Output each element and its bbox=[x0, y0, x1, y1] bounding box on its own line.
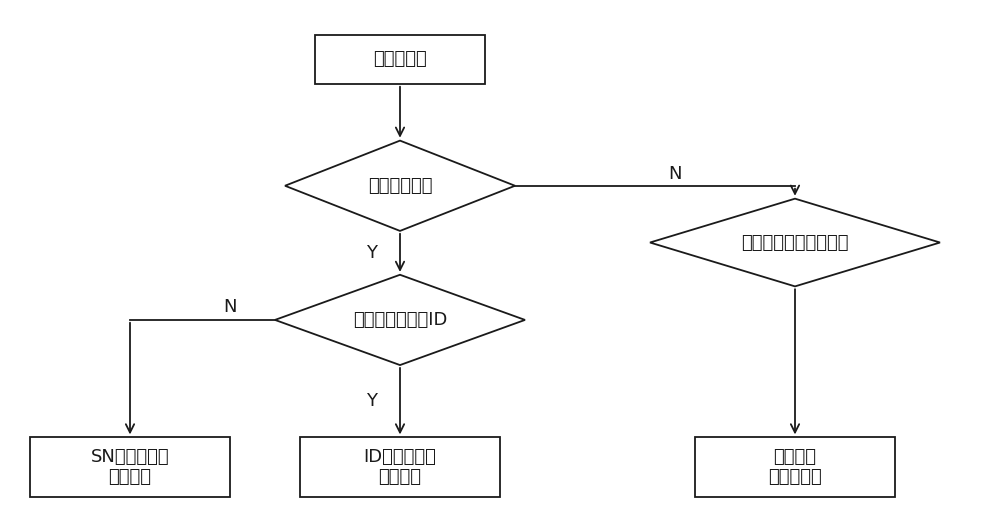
Text: ID最小的设备
成为主机: ID最小的设备 成为主机 bbox=[364, 447, 436, 487]
Polygon shape bbox=[650, 199, 940, 286]
Text: SN最小的设备
成为主机: SN最小的设备 成为主机 bbox=[91, 447, 169, 487]
Text: Y: Y bbox=[366, 244, 378, 262]
Bar bbox=[315, 35, 485, 84]
Text: 能否成为主机: 能否成为主机 bbox=[368, 177, 432, 195]
Bar bbox=[300, 438, 500, 496]
Bar bbox=[30, 438, 230, 496]
Text: Y: Y bbox=[366, 392, 378, 410]
Polygon shape bbox=[285, 140, 515, 231]
Text: N: N bbox=[668, 166, 682, 183]
Polygon shape bbox=[275, 275, 525, 365]
Text: 设置设备
能成为主机: 设置设备 能成为主机 bbox=[768, 447, 822, 487]
Text: 持续时间大于阈值时间: 持续时间大于阈值时间 bbox=[741, 234, 849, 251]
Text: 设备是否分配过ID: 设备是否分配过ID bbox=[353, 311, 447, 329]
Text: N: N bbox=[223, 298, 237, 316]
Text: 接收帧处理: 接收帧处理 bbox=[373, 51, 427, 68]
Bar bbox=[695, 438, 895, 496]
